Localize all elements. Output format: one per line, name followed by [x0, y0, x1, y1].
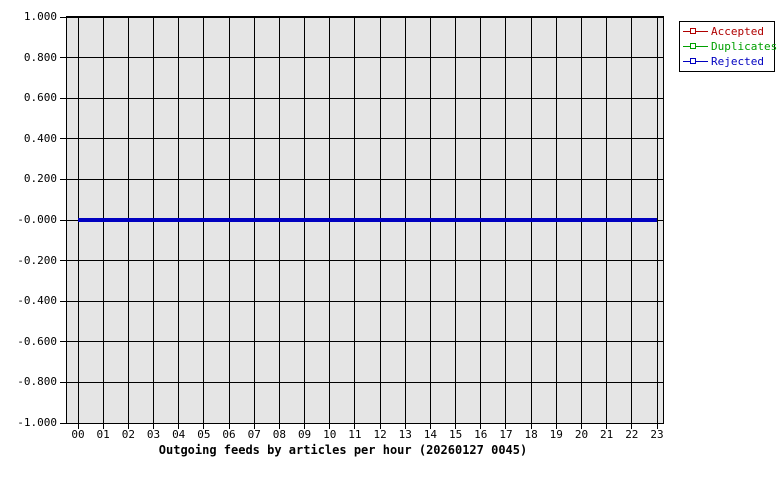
- legend-item-accepted: Accepted: [683, 24, 774, 39]
- x-tick-label: 13: [398, 428, 412, 441]
- x-tick: [455, 423, 457, 429]
- y-gridline: [67, 422, 663, 423]
- legend-line-sample: [683, 43, 708, 49]
- legend-item-rejected: Rejected: [683, 54, 774, 69]
- y-gridline: [67, 17, 663, 18]
- y-tick-label: -0.600: [17, 334, 57, 348]
- x-tick-label: 19: [549, 428, 563, 441]
- x-tick: [178, 423, 180, 429]
- x-tick-label: 22: [625, 428, 639, 441]
- x-tick: [304, 423, 306, 429]
- y-tick: [60, 16, 67, 18]
- x-tick: [153, 423, 155, 429]
- y-tick: [60, 97, 67, 99]
- x-tick-label: 06: [222, 428, 236, 441]
- legend-square-marker-icon: [690, 58, 696, 64]
- legend-line-sample: [683, 58, 708, 64]
- y-gridline: [67, 97, 663, 99]
- x-tick: [656, 423, 658, 429]
- legend-label: Rejected: [711, 55, 764, 68]
- y-tick-label: -0.800: [17, 375, 57, 389]
- legend-line-sample: [683, 28, 708, 34]
- x-tick-label: 16: [474, 428, 488, 441]
- y-tick-label: 0.600: [23, 91, 57, 105]
- x-tick-label: 20: [574, 428, 589, 441]
- x-tick-label: 10: [323, 428, 337, 441]
- x-tick: [127, 423, 129, 429]
- x-tick: [228, 423, 230, 429]
- y-gridline: [67, 57, 663, 59]
- legend-item-duplicates: Duplicates: [683, 39, 778, 54]
- x-tick: [253, 423, 255, 429]
- series-plot: [78, 218, 657, 222]
- y-tick: [60, 341, 67, 343]
- y-tick-label: 0.800: [23, 50, 57, 64]
- y-gridline: [67, 300, 663, 302]
- y-gridline: [67, 260, 663, 262]
- x-tick: [203, 423, 205, 429]
- x-tick-label: 05: [197, 428, 211, 441]
- x-tick-label: 02: [121, 428, 135, 441]
- x-tick-label: 08: [272, 428, 287, 441]
- y-gridline: [67, 341, 663, 343]
- x-tick: [631, 423, 633, 429]
- x-tick-label: 21: [600, 428, 614, 441]
- x-tick: [580, 423, 582, 429]
- x-tick-label: 12: [373, 428, 387, 441]
- y-tick: [60, 300, 67, 302]
- legend-label: Duplicates: [711, 40, 778, 53]
- legend: Accepted Duplicates Rejected: [679, 21, 778, 72]
- x-tick: [102, 423, 104, 429]
- x-tick: [329, 423, 331, 429]
- plot-area: [66, 16, 664, 424]
- x-tick: [354, 423, 356, 429]
- x-tick: [606, 423, 608, 429]
- x-tick-label: 00: [71, 428, 85, 441]
- x-tick: [379, 423, 381, 429]
- chart-title: Outgoing feeds by articles per hour (202…: [158, 443, 528, 457]
- x-tick-label: 07: [247, 428, 261, 441]
- y-tick-label: 1.000: [23, 10, 57, 23]
- x-tick-label: 17: [499, 428, 513, 441]
- y-tick-label: -0.200: [17, 253, 57, 267]
- y-gridline: [67, 178, 663, 180]
- x-tick-label: 01: [96, 428, 110, 441]
- y-tick-label: 0.400: [23, 131, 57, 145]
- x-tick-label: 18: [524, 428, 538, 441]
- y-tick: [60, 381, 67, 383]
- y-tick-label: -0.400: [17, 294, 57, 308]
- legend-square-marker-icon: [690, 43, 696, 49]
- x-tick-label: 14: [423, 428, 438, 441]
- y-tick: [60, 219, 67, 221]
- y-tick-label: 0.200: [23, 172, 57, 186]
- y-tick-label: -1.000: [17, 416, 57, 429]
- x-tick-label: 15: [448, 428, 463, 441]
- y-gridline: [67, 381, 663, 383]
- y-tick: [60, 422, 67, 424]
- x-tick-label: 03: [146, 428, 161, 441]
- x-tick: [480, 423, 482, 429]
- x-tick-label: 11: [348, 428, 362, 441]
- x-tick: [278, 423, 280, 429]
- x-tick: [429, 423, 431, 429]
- x-tick: [505, 423, 507, 429]
- x-tick-label: 23: [650, 428, 664, 441]
- legend-label: Accepted: [711, 25, 764, 38]
- x-tick: [555, 423, 557, 429]
- y-gridline: [67, 138, 663, 140]
- x-tick-label: 04: [172, 428, 186, 441]
- y-tick-label: -0.000: [17, 213, 57, 226]
- x-tick-label: 09: [297, 428, 312, 441]
- x-tick: [404, 423, 406, 429]
- x-tick: [530, 423, 532, 429]
- y-tick: [60, 57, 67, 59]
- x-tick: [77, 423, 79, 429]
- y-tick: [60, 260, 67, 262]
- y-tick: [60, 138, 67, 140]
- y-tick: [60, 178, 67, 180]
- legend-square-marker-icon: [690, 28, 696, 34]
